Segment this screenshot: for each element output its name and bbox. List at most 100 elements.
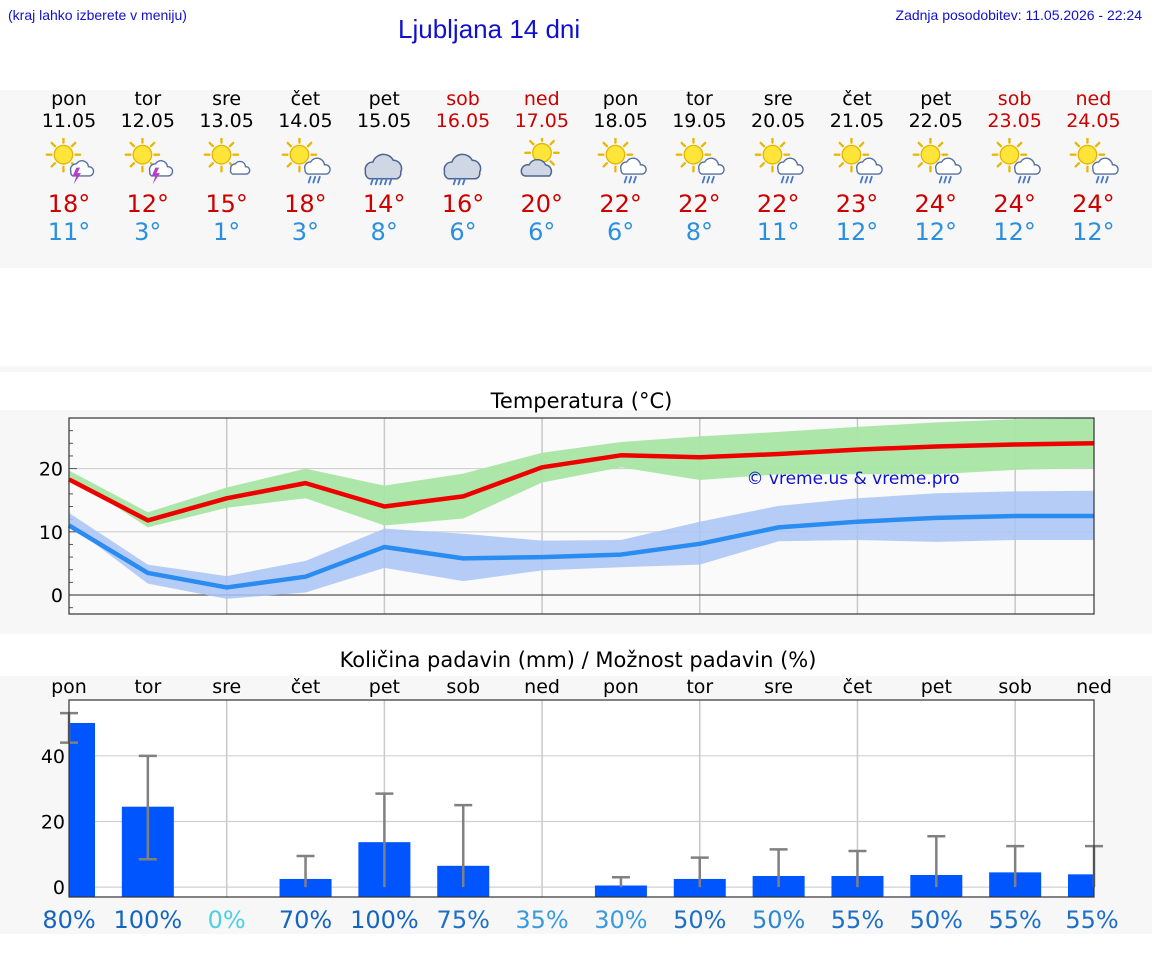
day-name: čet (290, 88, 321, 110)
temp-min: 6° (606, 218, 635, 246)
plot-area (69, 700, 1094, 897)
x-category-label: pet (921, 676, 952, 698)
x-category-label: pet (369, 676, 400, 698)
day-date: 22.05 (908, 110, 963, 132)
temp-min: 11° (47, 218, 91, 246)
temp-max: 16° (441, 190, 485, 218)
day-name: ned (1075, 88, 1112, 110)
y-tick-label: 0 (53, 877, 65, 899)
sun-cloud-thunder-icon (120, 136, 176, 188)
day-name: pet (920, 88, 952, 110)
watermark: © vreme.us & vreme.pro (746, 469, 959, 489)
day-name: pet (368, 88, 400, 110)
daily-forecast: pon 11.05 18° 11° tor 12.05 12° 3° sre 13.05 15° 1°… (0, 88, 1152, 268)
temp-max: 14° (362, 190, 406, 218)
day-name: tor (134, 88, 162, 110)
day-name: sre (763, 88, 793, 110)
day-date: 11.05 (41, 110, 97, 132)
sun-cloud-rain-icon (671, 136, 727, 188)
temp-min: 3° (134, 218, 162, 246)
temp-min: 12° (993, 218, 1036, 246)
temp-min: 8° (370, 218, 398, 246)
day-column: pet 22.05 24° 12° (896, 88, 976, 246)
temp-min: 3° (291, 218, 320, 246)
sun-behind-cloud-icon (514, 134, 570, 188)
day-date: 17.05 (514, 110, 569, 132)
day-name: sob (997, 88, 1032, 110)
day-date: 14.05 (278, 110, 333, 132)
sun-part (833, 136, 870, 173)
day-column: pon 18.05 22° 6° (581, 88, 661, 246)
precip-probability: 70% (279, 906, 332, 934)
x-category-label: sre (212, 676, 241, 698)
temp-min: 6° (449, 218, 477, 246)
day-name: pon (602, 88, 639, 110)
temp-max: 18° (284, 190, 327, 218)
sun-cloud-rain-icon (987, 136, 1043, 188)
temp-max: 15° (205, 190, 248, 218)
sun-small-cloud-icon (199, 136, 255, 188)
temp-min: 12° (835, 218, 879, 246)
day-date: 24.05 (1066, 110, 1121, 132)
x-category-label: sob (446, 676, 480, 698)
precip-probability: 50% (673, 906, 726, 934)
precip-bar (279, 878, 332, 897)
y-tick-label: 0 (51, 585, 63, 607)
day-date: 20.05 (750, 110, 806, 132)
temp-max: 22° (678, 190, 721, 218)
x-category-label: tor (686, 676, 713, 698)
precip-probability: 100% (114, 906, 183, 934)
temp-max: 12° (126, 190, 170, 218)
x-category-label: ned (524, 676, 560, 698)
day-column: sre 20.05 22° 11° (738, 88, 818, 246)
temp-max: 18° (47, 190, 91, 218)
day-name: tor (685, 88, 713, 110)
day-date: 23.05 (987, 110, 1042, 132)
x-category-label: sre (764, 676, 793, 698)
sun-cloud-thunder-icon (41, 136, 97, 188)
precip-probability: 35% (515, 906, 568, 934)
temp-max: 23° (835, 190, 879, 218)
temp-max: 20° (520, 190, 564, 218)
precip-probability: 50% (752, 906, 805, 934)
temp-max: 22° (599, 190, 642, 218)
day-name: čet (842, 88, 872, 110)
day-date: 13.05 (199, 110, 254, 132)
x-category-label: čet (291, 676, 321, 698)
plot-frame (68, 699, 1095, 898)
sun-part (203, 136, 239, 173)
sun-part (676, 136, 712, 173)
precip-probability: 0% (208, 906, 246, 934)
precip-probability: 75% (437, 906, 490, 934)
last-updated: Zadnja posodobitev: 11.05.2026 - 22:24 (895, 7, 1142, 23)
precip-probability: 100% (350, 906, 419, 934)
day-name: pon (51, 88, 87, 110)
temp-max: 24° (1072, 190, 1115, 218)
sun-cloud-rain-icon (829, 136, 885, 188)
y-tick-label: 20 (39, 459, 63, 481)
temperature-chart-title: Temperatura (°C) (490, 389, 673, 413)
y-tick-label: 20 (41, 811, 65, 833)
sun-part (754, 136, 791, 173)
temp-min: 12° (1072, 218, 1115, 246)
day-column: čet 14.05 18° 3° (265, 88, 345, 246)
day-date: 15.05 (356, 110, 412, 132)
temp-min: 11° (756, 218, 800, 246)
x-category-label: tor (134, 676, 161, 698)
temp-min: 12° (914, 218, 958, 246)
precipitation-chart: Količina padavin (mm) / Možnost padavin … (41, 648, 1119, 934)
temp-min-line (67, 513, 1094, 590)
day-column: pon 11.05 18° 11° (29, 88, 109, 246)
day-date: 19.05 (672, 110, 727, 132)
day-date: 18.05 (593, 110, 648, 132)
y-tick-label: 10 (39, 522, 63, 544)
temperature-chart: Temperatura (°C) 0 10 20 © vreme.us & vreme.… (39, 389, 1095, 615)
day-date: 21.05 (829, 110, 885, 132)
precip-probability: 55% (831, 906, 884, 934)
cloud-heavy-rain-icon (356, 138, 412, 188)
temp-min: 8° (685, 218, 714, 246)
temp-max: 24° (993, 190, 1036, 218)
plot-frame (68, 417, 1095, 615)
x-category-label: sob (998, 676, 1032, 698)
location-menu-hint: (kraj lahko izberete v meniju) (8, 7, 187, 23)
